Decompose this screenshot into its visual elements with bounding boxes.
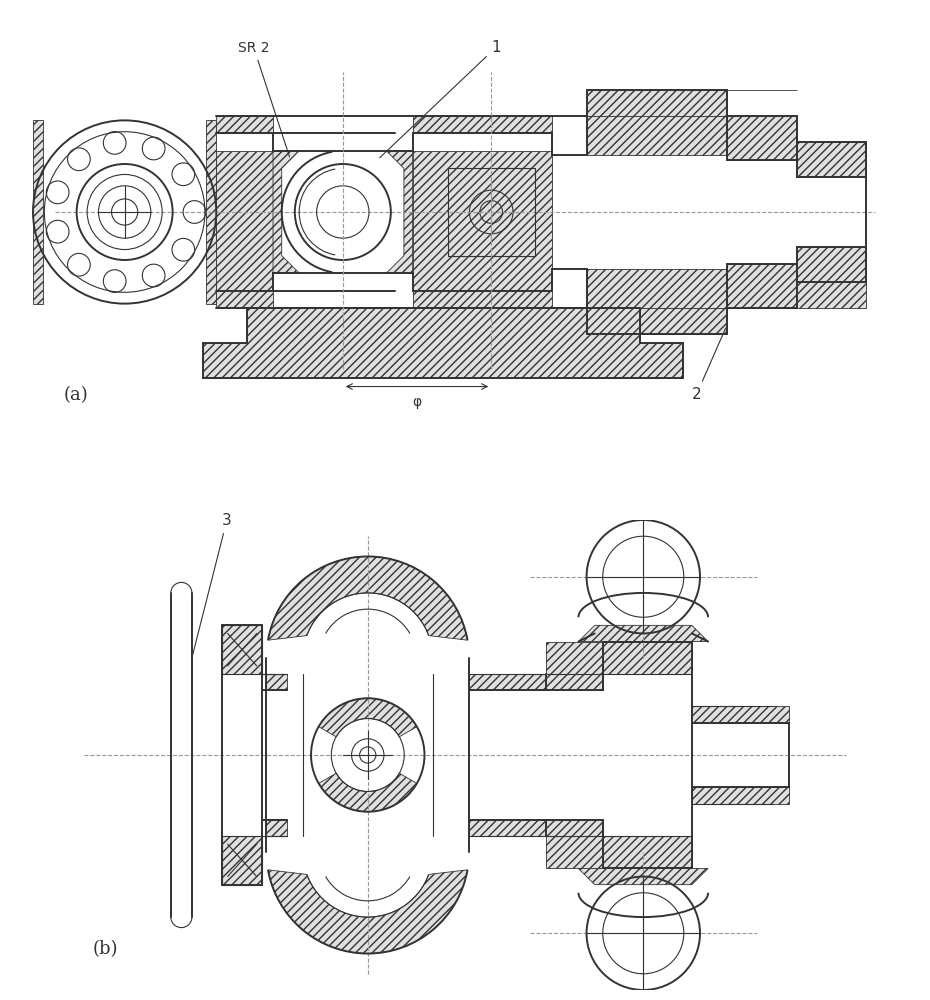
Polygon shape: [206, 120, 217, 304]
Bar: [469, 820, 546, 836]
Bar: [727, 264, 797, 308]
Polygon shape: [268, 870, 468, 953]
Text: φ: φ: [412, 395, 421, 409]
Polygon shape: [273, 151, 299, 273]
Bar: [469, 674, 546, 690]
Bar: [546, 820, 603, 868]
Bar: [217, 116, 273, 133]
Bar: [222, 836, 262, 885]
Polygon shape: [203, 308, 684, 378]
Polygon shape: [578, 868, 708, 885]
Polygon shape: [578, 625, 708, 642]
Text: 1: 1: [379, 40, 501, 158]
Polygon shape: [268, 557, 468, 640]
Text: SR 2: SR 2: [238, 41, 289, 157]
Bar: [603, 836, 692, 868]
Polygon shape: [387, 151, 413, 273]
Polygon shape: [319, 773, 417, 812]
Bar: [727, 116, 797, 160]
Bar: [413, 116, 552, 133]
Bar: [692, 706, 790, 723]
Bar: [587, 116, 727, 155]
Text: (b): (b): [92, 940, 118, 958]
Polygon shape: [587, 90, 727, 116]
Bar: [603, 642, 692, 674]
Bar: [413, 151, 552, 308]
Bar: [546, 642, 603, 690]
Polygon shape: [587, 308, 727, 334]
Text: 3: 3: [193, 513, 232, 655]
Polygon shape: [587, 308, 727, 334]
Bar: [797, 247, 867, 308]
Polygon shape: [33, 120, 44, 304]
Bar: [222, 625, 262, 674]
Bar: [267, 820, 286, 836]
Text: 2: 2: [692, 328, 725, 402]
Bar: [217, 151, 273, 308]
Polygon shape: [319, 698, 417, 737]
Bar: [692, 787, 790, 804]
Text: (a): (a): [63, 387, 88, 405]
Bar: [267, 674, 286, 690]
Bar: [587, 269, 727, 308]
Bar: [797, 142, 867, 177]
